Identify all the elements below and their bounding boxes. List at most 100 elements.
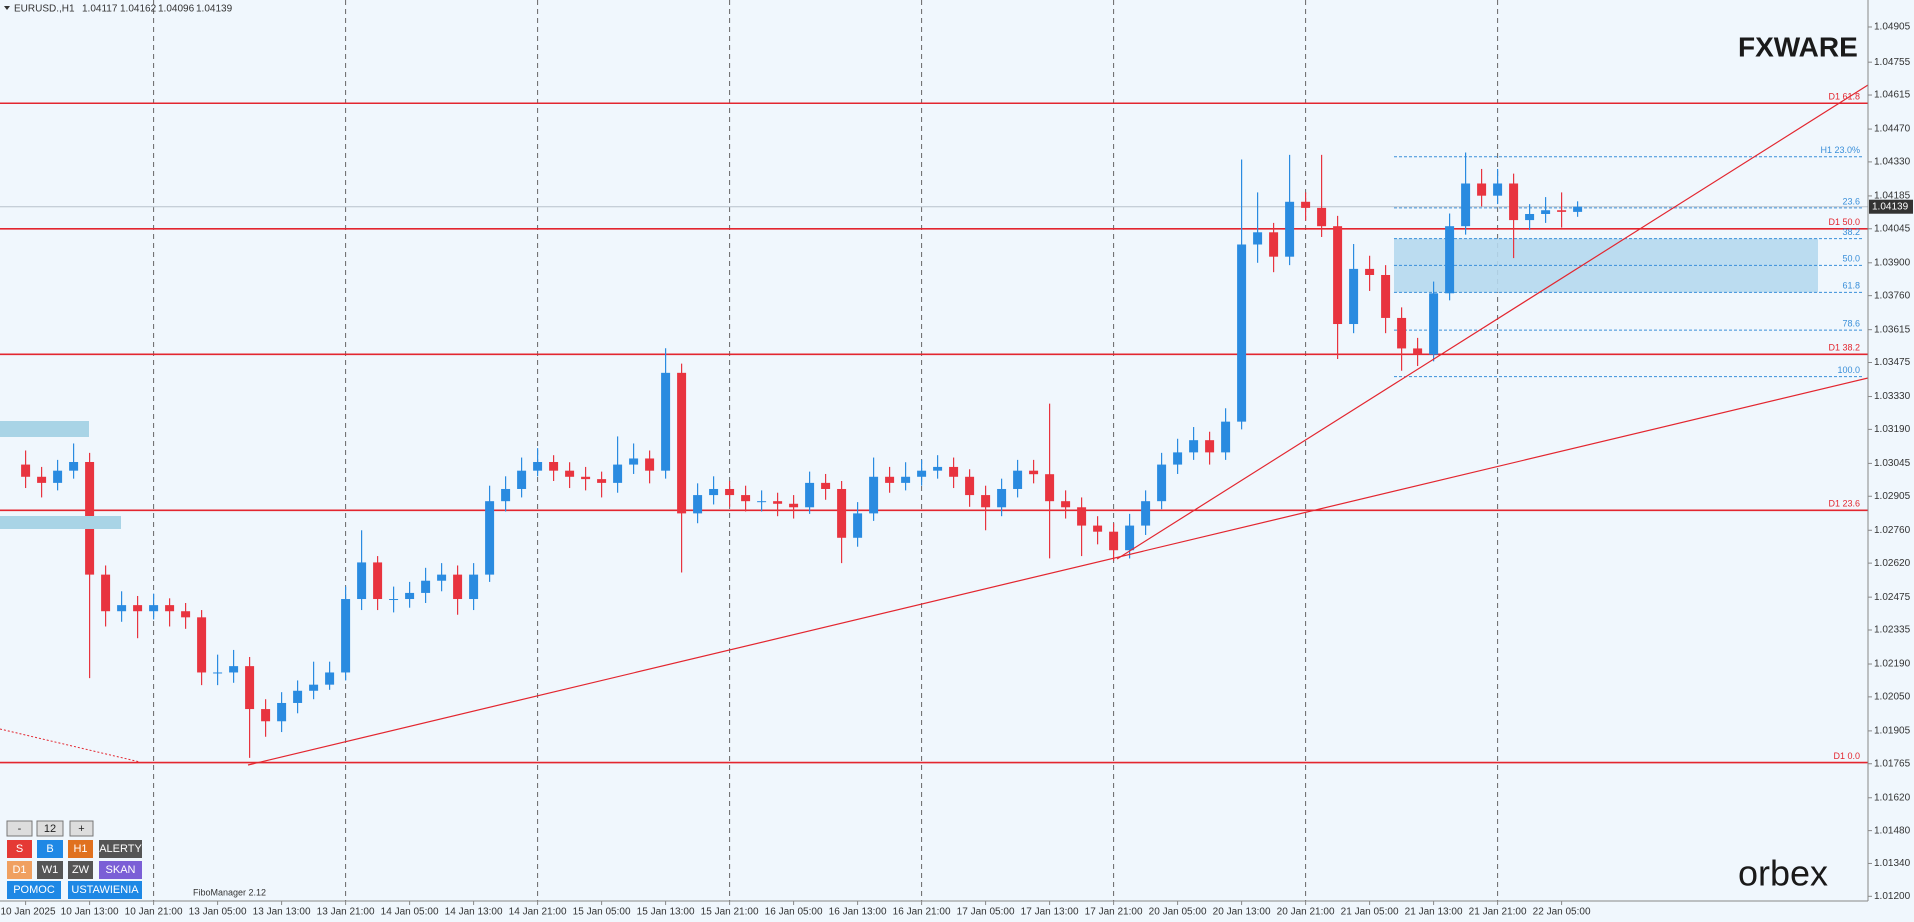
button[interactable] [68,881,142,899]
candle-body [325,672,335,685]
candle-body [677,372,687,514]
zone-left [0,516,121,529]
button[interactable] [36,820,64,837]
candle-body [1573,206,1583,212]
button-label: W1 [42,864,59,876]
candle-body [981,495,991,508]
button-label: D1 [12,864,26,876]
candle-body [1429,293,1439,355]
y-tick-label: 1.04470 [1874,124,1911,135]
button-label: SKAN [106,864,136,876]
y-tick-label: 1.03760 [1874,290,1911,301]
candle-body [501,488,511,502]
candle-body [1141,501,1151,526]
candle-body [1301,201,1311,208]
candle-body [1413,348,1423,355]
button[interactable] [68,840,93,858]
candle-body [213,672,223,674]
candle-body [565,470,575,477]
candle-body [261,709,271,722]
indicator-name: FiboManager 2.12 [193,887,266,897]
close: 1.04139 [196,4,233,15]
button[interactable] [7,861,32,879]
x-tick-label: 15 Jan 13:00 [637,907,695,918]
candle-body [453,574,463,600]
x-tick-label: 21 Jan 21:00 [1469,907,1527,918]
candle-body [133,605,143,612]
candle-body [1445,226,1455,294]
button[interactable] [6,820,33,837]
candle-body [117,605,127,612]
x-tick-label: 20 Jan 13:00 [1213,907,1271,918]
x-tick-label: 10 Jan 13:00 [61,907,119,918]
zone-left [0,421,89,437]
candle-body [725,488,735,496]
open: 1.04117 [82,4,118,15]
candle-body [1557,210,1567,212]
candle-body [1237,244,1247,422]
button[interactable] [37,840,63,858]
y-tick-label: 1.01765 [1874,758,1911,769]
candle-body [517,470,527,489]
fib-label: 78.6 [1842,319,1860,329]
button[interactable] [99,840,142,858]
candle-body [869,476,879,514]
y-tick-label: 1.03475 [1874,357,1911,368]
candle-body [165,605,175,612]
y-tick-label: 1.04330 [1874,157,1911,168]
button[interactable] [69,820,94,837]
candle-body [341,599,351,673]
y-tick-label: 1.03900 [1874,257,1911,268]
button[interactable] [7,881,61,899]
candle-body [1077,507,1087,526]
y-tick-label: 1.04045 [1874,223,1911,234]
candle-body [1509,183,1519,221]
menu-arrow[interactable] [4,6,10,10]
candle-body [309,684,319,691]
y-tick-label: 1.03190 [1874,424,1911,435]
x-tick-label: 21 Jan 05:00 [1341,907,1399,918]
y-tick-label: 1.04185 [1874,191,1911,202]
y-tick-label: 1.02050 [1874,692,1911,703]
button[interactable] [7,840,32,858]
candle-body [197,617,207,673]
y-tick-label: 1.03615 [1874,324,1911,335]
level-label: D1 0.0 [1833,751,1860,761]
candle-body [709,488,719,496]
candle-body [1045,474,1055,502]
fib-label: 50.0 [1842,254,1860,264]
candle-body [837,488,847,538]
candle-body [1541,210,1551,214]
y-tick-label: 1.01620 [1874,792,1911,803]
y-tick-label: 1.03330 [1874,391,1911,402]
x-tick-label: 17 Jan 13:00 [1021,907,1079,918]
candle-body [1349,268,1359,325]
y-tick-label: 1.02475 [1874,592,1911,603]
symbol: EURUSD.,H1 [14,4,75,15]
button-label: USTAWIENIA [71,884,139,896]
y-tick-label: 1.03045 [1874,458,1911,469]
candle-body [1205,440,1215,453]
x-tick-label: 15 Jan 05:00 [573,907,631,918]
button[interactable] [37,861,63,879]
candle-body [1477,183,1487,196]
trend-line [1116,84,1869,560]
x-tick-label: 13 Jan 21:00 [317,907,375,918]
x-tick-label: 20 Jan 21:00 [1277,907,1335,918]
x-tick-label: 16 Jan 13:00 [829,907,887,918]
candle-body [917,470,927,477]
y-tick-label: 1.01905 [1874,726,1911,737]
candle-body [773,501,783,504]
x-tick-label: 21 Jan 13:00 [1405,907,1463,918]
button-label: + [78,823,84,835]
candle-body [1093,525,1103,532]
y-tick-label: 1.04905 [1874,22,1911,33]
button[interactable] [68,861,93,879]
candle-body [21,464,31,477]
candle-body [661,372,671,471]
y-tick-label: 1.04755 [1874,57,1911,68]
candle-body [37,476,47,483]
candle-body [437,574,447,581]
button[interactable] [99,861,142,879]
x-tick-label: 17 Jan 21:00 [1085,907,1143,918]
